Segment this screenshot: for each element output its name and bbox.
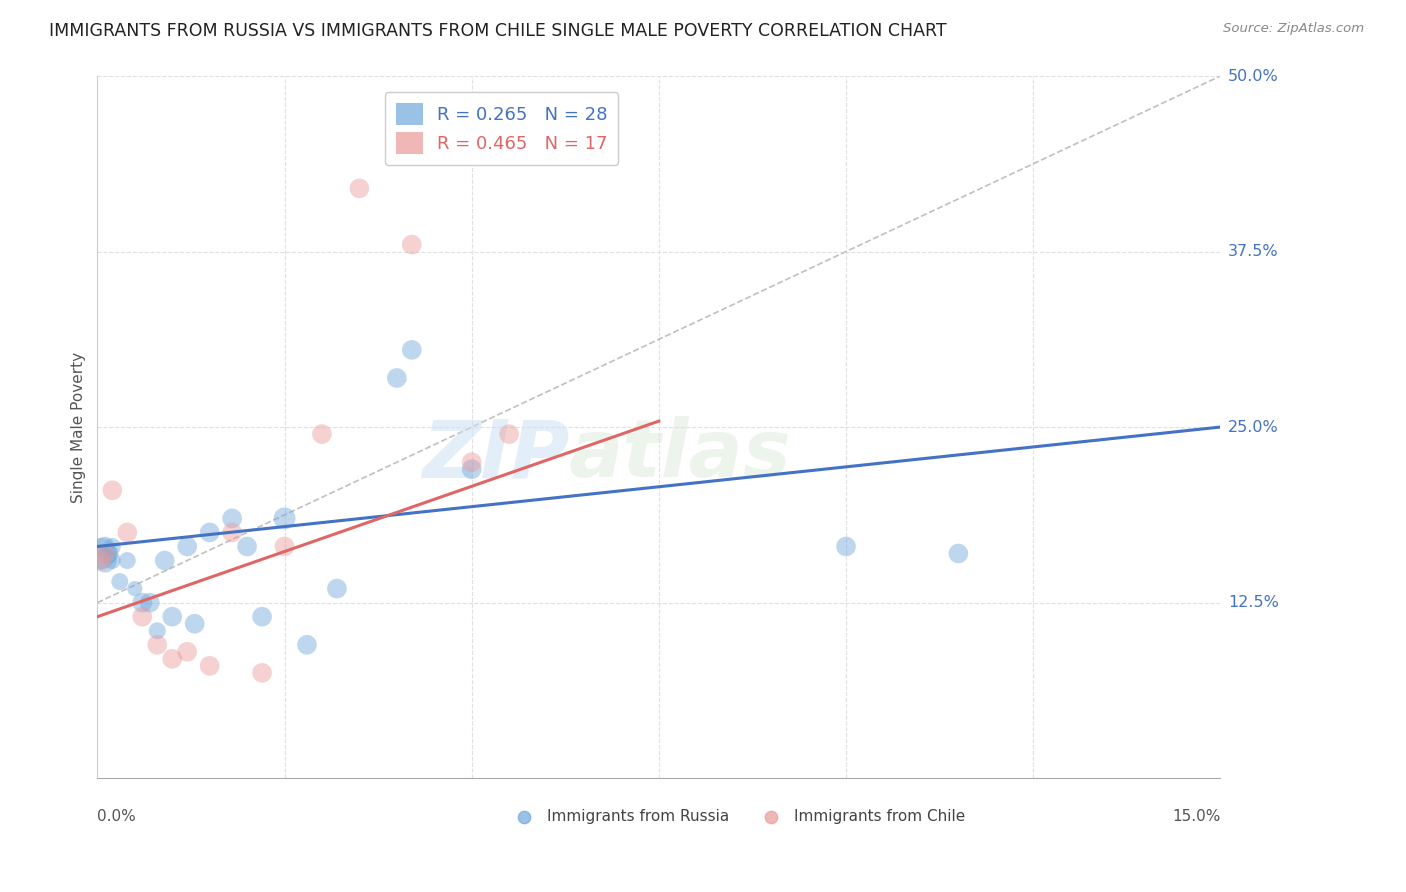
Point xyxy=(146,624,169,638)
Point xyxy=(295,638,318,652)
Text: 25.0%: 25.0% xyxy=(1227,419,1278,434)
Point xyxy=(139,596,162,610)
Point xyxy=(101,483,124,498)
Point xyxy=(401,237,423,252)
Text: Immigrants from Chile: Immigrants from Chile xyxy=(793,809,965,824)
Text: Source: ZipAtlas.com: Source: ZipAtlas.com xyxy=(1223,22,1364,36)
Legend: R = 0.265   N = 28, R = 0.465   N = 17: R = 0.265 N = 28, R = 0.465 N = 17 xyxy=(385,92,619,165)
Point xyxy=(311,427,333,442)
Point xyxy=(183,616,205,631)
Y-axis label: Single Male Poverty: Single Male Poverty xyxy=(72,351,86,503)
Text: IMMIGRANTS FROM RUSSIA VS IMMIGRANTS FROM CHILE SINGLE MALE POVERTY CORRELATION : IMMIGRANTS FROM RUSSIA VS IMMIGRANTS FRO… xyxy=(49,22,946,40)
Text: 0.0%: 0.0% xyxy=(97,809,136,824)
Text: 15.0%: 15.0% xyxy=(1173,809,1220,824)
Point xyxy=(94,553,117,567)
Point xyxy=(835,540,858,554)
Point xyxy=(117,553,139,567)
Point xyxy=(401,343,423,357)
Point xyxy=(326,582,349,596)
Point xyxy=(250,665,273,680)
Point xyxy=(160,652,183,666)
Text: 50.0%: 50.0% xyxy=(1227,69,1278,84)
Point xyxy=(460,462,482,476)
Point xyxy=(176,645,198,659)
Point xyxy=(101,553,124,567)
Text: atlas: atlas xyxy=(569,417,792,494)
Point xyxy=(131,596,153,610)
Point xyxy=(498,427,520,442)
Point xyxy=(198,658,221,673)
Point xyxy=(153,553,176,567)
Text: 37.5%: 37.5% xyxy=(1227,244,1278,259)
Text: 12.5%: 12.5% xyxy=(1227,595,1278,610)
Point xyxy=(101,540,124,554)
Point xyxy=(460,455,482,469)
Point xyxy=(94,547,117,561)
Point xyxy=(948,547,970,561)
Point xyxy=(97,547,120,561)
Point xyxy=(221,511,243,525)
Point xyxy=(90,547,112,561)
Text: Immigrants from Russia: Immigrants from Russia xyxy=(547,809,728,824)
Point xyxy=(124,582,146,596)
Point xyxy=(117,525,139,540)
Point xyxy=(176,540,198,554)
Text: ZIP: ZIP xyxy=(422,417,569,494)
Point xyxy=(198,525,221,540)
Point xyxy=(385,371,408,385)
Point xyxy=(131,609,153,624)
Point xyxy=(349,181,371,195)
Point xyxy=(273,540,295,554)
Point xyxy=(236,540,259,554)
Point xyxy=(273,511,295,525)
Point xyxy=(90,553,112,567)
Point xyxy=(160,609,183,624)
Point xyxy=(108,574,131,589)
Point xyxy=(250,609,273,624)
Point xyxy=(146,638,169,652)
Point xyxy=(94,540,117,554)
Point xyxy=(221,525,243,540)
